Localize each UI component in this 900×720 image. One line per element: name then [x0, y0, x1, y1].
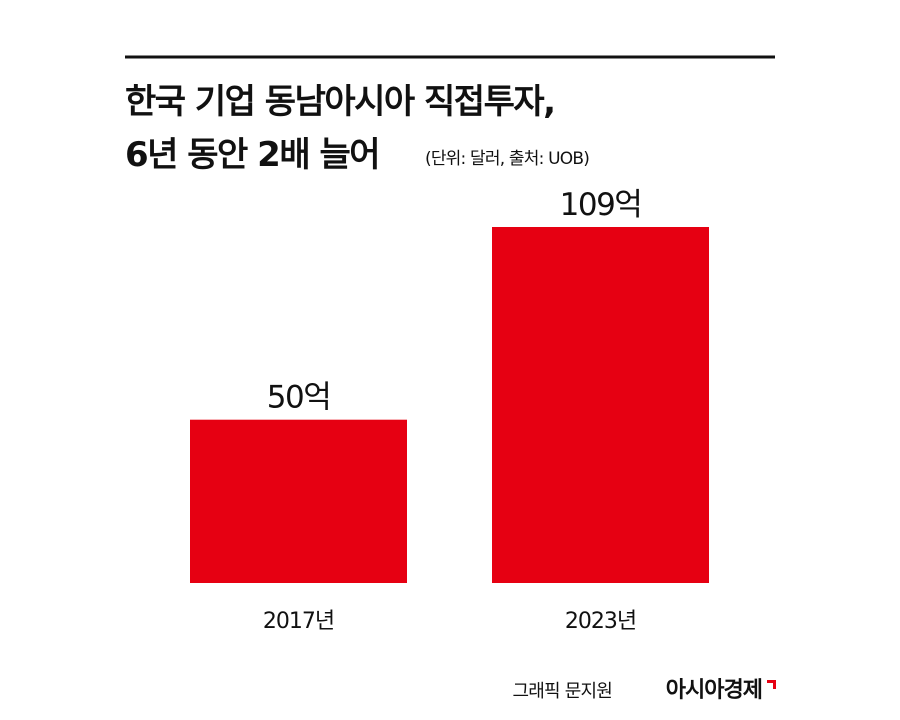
chart-title: 한국 기업 동남아시아 직접투자, — [125, 82, 555, 122]
x-tick-label: 2017년 — [263, 609, 334, 634]
value-label: 50억 — [267, 380, 330, 416]
bar — [492, 227, 709, 583]
chart-subtitle: 6년 동안 2배 늘어 — [125, 135, 379, 175]
chart-note: (단위: 달러, 출처: UOB) — [425, 149, 589, 169]
brand-icon — [767, 680, 776, 689]
credit: 그래픽 문지원 — [513, 681, 612, 702]
bar — [190, 419, 407, 583]
x-tick-label: 2023년 — [565, 609, 636, 634]
source-brand: 아시아경제 — [666, 678, 762, 703]
value-label: 109억 — [560, 187, 642, 223]
